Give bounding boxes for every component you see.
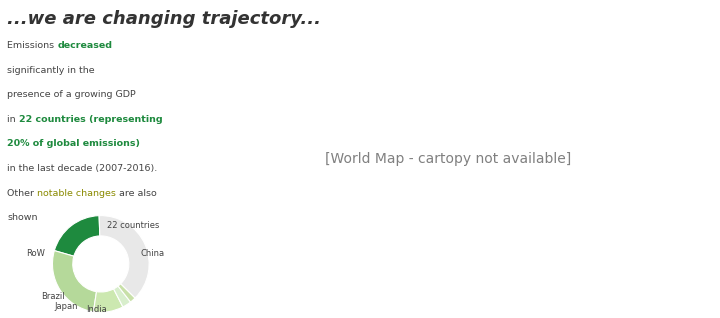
Text: notable changes: notable changes xyxy=(37,189,116,197)
Text: shown: shown xyxy=(7,213,37,222)
Text: in: in xyxy=(7,115,19,124)
Text: decreased: decreased xyxy=(58,41,112,50)
Text: 20% of global emissions): 20% of global emissions) xyxy=(7,140,140,149)
Text: presence of a growing GDP: presence of a growing GDP xyxy=(7,90,136,100)
Text: Emissions: Emissions xyxy=(7,41,58,50)
Wedge shape xyxy=(54,216,100,256)
Text: RoW: RoW xyxy=(26,249,45,258)
Text: ...we are changing trajectory...: ...we are changing trajectory... xyxy=(7,10,321,28)
Text: 22 countries (representing: 22 countries (representing xyxy=(19,115,163,124)
Text: in the last decade (2007-2016).: in the last decade (2007-2016). xyxy=(7,164,158,173)
Wedge shape xyxy=(94,289,123,312)
Wedge shape xyxy=(99,216,149,298)
Text: [World Map - cartopy not available]: [World Map - cartopy not available] xyxy=(325,152,572,166)
Wedge shape xyxy=(53,251,96,312)
Text: Japan: Japan xyxy=(54,302,78,311)
Text: are also: are also xyxy=(116,189,157,197)
Text: 22 countries: 22 countries xyxy=(107,221,160,230)
Text: China: China xyxy=(141,249,165,258)
Text: Other: Other xyxy=(7,189,37,197)
Text: significantly in the: significantly in the xyxy=(7,66,95,75)
Text: Brazil: Brazil xyxy=(40,292,64,301)
Wedge shape xyxy=(114,286,130,307)
Wedge shape xyxy=(118,284,135,302)
Text: India: India xyxy=(86,305,107,315)
